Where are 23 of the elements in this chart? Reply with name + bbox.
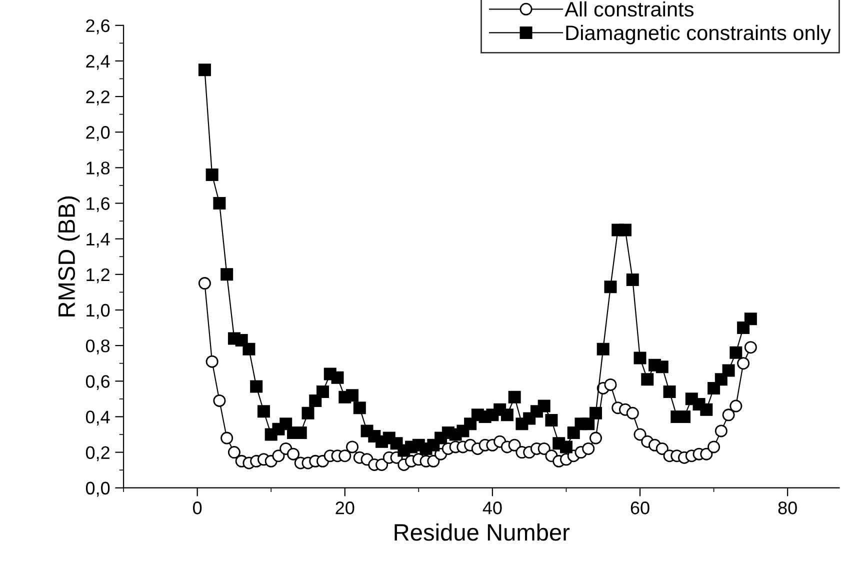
y-tick-label: 1,0 bbox=[86, 304, 110, 319]
y-tick-label: 1,6 bbox=[86, 197, 110, 212]
x-tick-label: 60 bbox=[630, 502, 650, 514]
y-tick-label: 1,4 bbox=[86, 232, 110, 248]
y-axis-title: RMSD (BB) bbox=[58, 196, 80, 316]
legend-label: All constraints bbox=[564, 1, 694, 17]
x-tick-label: 40 bbox=[482, 502, 502, 514]
y-tick-label: 2,4 bbox=[86, 54, 110, 70]
x-tick-label: 80 bbox=[778, 502, 797, 514]
y-tick-label: 2,0 bbox=[86, 126, 110, 141]
y-tick-label: 2,6 bbox=[86, 19, 110, 34]
x-tick-label: 0 bbox=[193, 502, 202, 514]
y-tick-label: 0,8 bbox=[86, 339, 110, 354]
y-tick-label: 1,2 bbox=[86, 268, 110, 284]
x-axis-title: Residue Number bbox=[394, 523, 570, 541]
legend-label: Diamagnetic constraints only bbox=[566, 24, 831, 44]
x-tick-label: 20 bbox=[336, 502, 354, 514]
y-tick-label: 0,4 bbox=[86, 410, 110, 426]
y-tick-label: 0,2 bbox=[86, 446, 110, 462]
y-tick-label: 0,6 bbox=[86, 375, 110, 390]
y-tick-label: 1,8 bbox=[86, 162, 110, 177]
y-tick-label: 2,2 bbox=[86, 90, 110, 106]
y-tick-label: 0,0 bbox=[86, 482, 110, 497]
